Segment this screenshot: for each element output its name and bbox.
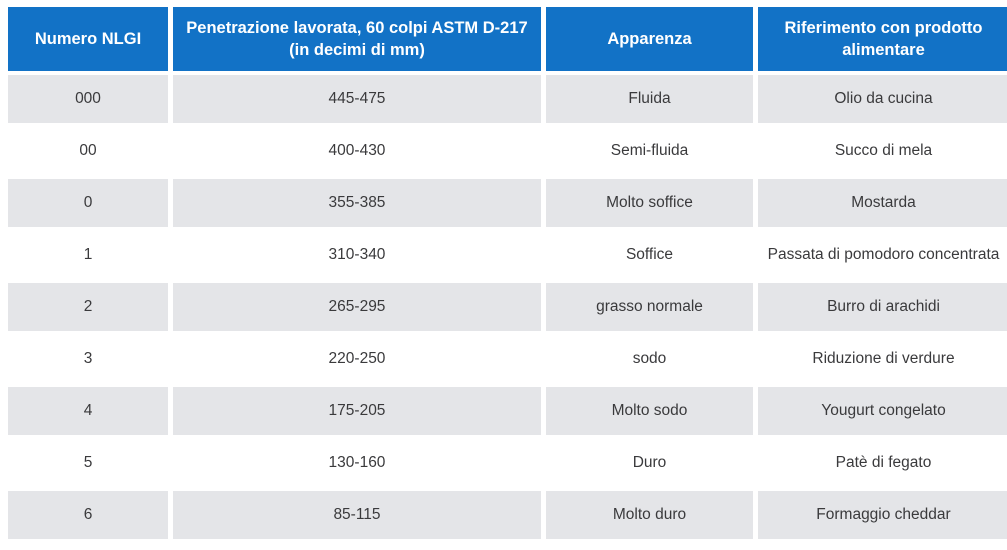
table-cell-riferimento: Succo di mela xyxy=(758,127,1007,175)
table-cell-numero-nlgi: 4 xyxy=(8,387,168,435)
table-cell-penetrazione: 355-385 xyxy=(173,179,541,227)
header-row: Numero NLGI Penetrazione lavorata, 60 co… xyxy=(8,7,1007,71)
column-header-penetrazione: Penetrazione lavorata, 60 colpi ASTM D-2… xyxy=(173,7,541,71)
table-cell-penetrazione: 130-160 xyxy=(173,439,541,487)
table-cell-penetrazione: 445-475 xyxy=(173,75,541,123)
column-header-numero-nlgi: Numero NLGI xyxy=(8,7,168,71)
table-cell-penetrazione: 400-430 xyxy=(173,127,541,175)
table-cell-apparenza: Semi-fluida xyxy=(546,127,753,175)
table-cell-riferimento: Formaggio cheddar xyxy=(758,491,1007,539)
table-header: Numero NLGI Penetrazione lavorata, 60 co… xyxy=(8,7,1007,71)
table-cell-apparenza: Molto sodo xyxy=(546,387,753,435)
table-cell-riferimento: Olio da cucina xyxy=(758,75,1007,123)
table-cell-riferimento: Mostarda xyxy=(758,179,1007,227)
table-cell-penetrazione: 265-295 xyxy=(173,283,541,331)
table-cell-penetrazione: 175-205 xyxy=(173,387,541,435)
table-row: 3 220-250 sodo Riduzione di verdure xyxy=(8,335,1007,383)
table-cell-penetrazione: 85-115 xyxy=(173,491,541,539)
table-cell-numero-nlgi: 2 xyxy=(8,283,168,331)
table-cell-riferimento: Passata di pomodoro concentrata xyxy=(758,231,1007,279)
table-cell-riferimento: Patè di fegato xyxy=(758,439,1007,487)
nlgi-grades-table: Numero NLGI Penetrazione lavorata, 60 co… xyxy=(3,3,1007,543)
table-row: 5 130-160 Duro Patè di fegato xyxy=(8,439,1007,487)
table-row: 1 310-340 Soffice Passata di pomodoro conce… xyxy=(8,231,1007,279)
table-cell-apparenza: Molto duro xyxy=(546,491,753,539)
table-cell-apparenza: Soffice xyxy=(546,231,753,279)
column-header-apparenza: Apparenza xyxy=(546,7,753,71)
table-body: 000 445-475 Fluida Olio da cucina 00 400-430 S… xyxy=(8,75,1007,539)
table-cell-numero-nlgi: 1 xyxy=(8,231,168,279)
table-cell-apparenza: grasso normale xyxy=(546,283,753,331)
table-cell-numero-nlgi: 000 xyxy=(8,75,168,123)
table-cell-apparenza: Fluida xyxy=(546,75,753,123)
table-cell-riferimento: Burro di arachidi xyxy=(758,283,1007,331)
table-cell-numero-nlgi: 6 xyxy=(8,491,168,539)
table-row: 00 400-430 Semi-fluida Succo di mela xyxy=(8,127,1007,175)
table-row: 000 445-475 Fluida Olio da cucina xyxy=(8,75,1007,123)
table-cell-numero-nlgi: 3 xyxy=(8,335,168,383)
table-row: 4 175-205 Molto sodo Yougurt congelato xyxy=(8,387,1007,435)
table-cell-apparenza: Duro xyxy=(546,439,753,487)
table-row: 2 265-295 grasso normale Burro di arachidi xyxy=(8,283,1007,331)
table-cell-penetrazione: 310-340 xyxy=(173,231,541,279)
table-cell-riferimento: Yougurt congelato xyxy=(758,387,1007,435)
table-cell-numero-nlgi: 00 xyxy=(8,127,168,175)
table-cell-riferimento: Riduzione di verdure xyxy=(758,335,1007,383)
table-cell-apparenza: sodo xyxy=(546,335,753,383)
table-cell-numero-nlgi: 5 xyxy=(8,439,168,487)
table-row: 6 85-115 Molto duro Formaggio cheddar xyxy=(8,491,1007,539)
table-cell-numero-nlgi: 0 xyxy=(8,179,168,227)
table-cell-apparenza: Molto soffice xyxy=(546,179,753,227)
column-header-riferimento: Riferimento con prodotto alimentare xyxy=(758,7,1007,71)
table-cell-penetrazione: 220-250 xyxy=(173,335,541,383)
table-row: 0 355-385 Molto soffice Mostarda xyxy=(8,179,1007,227)
